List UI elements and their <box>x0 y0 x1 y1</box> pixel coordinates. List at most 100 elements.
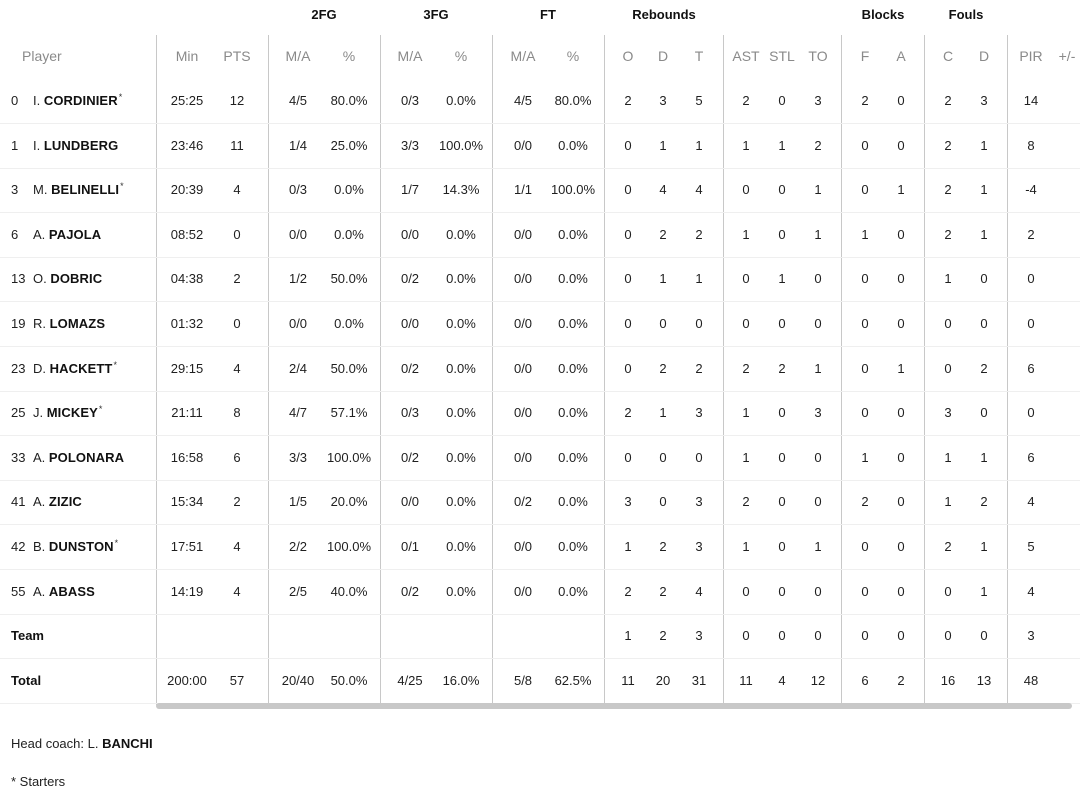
stat-pir: 4 <box>1027 494 1035 509</box>
stat-stl: 1 <box>778 138 786 153</box>
stat-fg3-pct: 0.0% <box>446 93 476 108</box>
stat-foul-d: 1 <box>980 227 988 242</box>
stat-ast: 1 <box>742 405 750 420</box>
stat-blk-f: 1 <box>861 450 869 465</box>
column-header-fg2-pct: % <box>342 48 356 64</box>
stat-ast: 2 <box>742 93 750 108</box>
stat-ast: 0 <box>742 182 750 197</box>
column-header-blk-f: F <box>860 48 870 64</box>
player-name[interactable]: I. CORDINIER* <box>33 92 122 109</box>
stat-pts: 0 <box>233 227 241 242</box>
stat-foul-d: 2 <box>980 494 988 509</box>
row-divider <box>0 301 1080 302</box>
player-initial: A. <box>33 494 49 509</box>
stat-ft-pct: 0.0% <box>558 316 588 331</box>
total-stat-pts: 57 <box>229 673 245 688</box>
player-name[interactable]: A. PAJOLA <box>33 227 101 243</box>
stat-reb-d: 2 <box>659 539 667 554</box>
stat-fg3-ma: 0/0 <box>400 494 420 509</box>
horizontal-scrollbar[interactable] <box>156 703 1072 709</box>
stat-fg3-ma: 0/2 <box>400 584 420 599</box>
stat-reb-t: 1 <box>695 271 703 286</box>
column-divider <box>604 35 605 705</box>
stat-foul-c: 2 <box>944 227 952 242</box>
stat-blk-a: 0 <box>897 494 905 509</box>
row-divider <box>0 168 1080 169</box>
total-stat-fg3-ma: 4/25 <box>397 673 423 688</box>
stat-ft-pct: 0.0% <box>558 539 588 554</box>
stat-reb-o: 0 <box>624 450 632 465</box>
stat-foul-d: 0 <box>980 405 988 420</box>
column-header-reb-t: T <box>694 48 704 64</box>
stat-fg3-ma: 3/3 <box>400 138 420 153</box>
team-stat-reb-d: 2 <box>659 628 667 643</box>
total-stat-stl: 4 <box>778 673 786 688</box>
stat-pir: 2 <box>1027 227 1035 242</box>
row-divider <box>0 346 1080 347</box>
player-surname: LOMAZS <box>49 316 106 331</box>
stat-ft-ma: 4/5 <box>513 93 533 108</box>
stat-reb-o: 0 <box>624 227 632 242</box>
player-name[interactable]: A. ZIZIC <box>33 494 82 510</box>
total-stat-fg2-pct: 50.0% <box>330 673 368 688</box>
stat-foul-c: 0 <box>944 361 952 376</box>
stat-reb-t: 3 <box>695 494 703 509</box>
stat-ft-pct: 0.0% <box>558 138 588 153</box>
total-stat-foul-c: 16 <box>940 673 956 688</box>
player-surname: CORDINIER <box>43 93 118 108</box>
team-stat-reb-o: 1 <box>624 628 632 643</box>
stat-fg2-pct: 80.0% <box>330 93 368 108</box>
total-stat-reb-d: 20 <box>655 673 671 688</box>
stat-reb-o: 2 <box>624 584 632 599</box>
player-surname: DUNSTON <box>48 539 114 554</box>
starter-mark: * <box>98 403 103 414</box>
stat-foul-c: 1 <box>944 271 952 286</box>
stat-stl: 0 <box>778 93 786 108</box>
stat-reb-o: 2 <box>624 405 632 420</box>
team-stat-to: 0 <box>814 628 822 643</box>
player-initial: A. <box>33 450 49 465</box>
player-name[interactable]: A. ABASS <box>33 584 95 600</box>
stat-pts: 0 <box>233 316 241 331</box>
player-number: 41 <box>11 494 26 509</box>
stat-reb-o: 3 <box>624 494 632 509</box>
player-name[interactable]: J. MICKEY* <box>33 403 103 421</box>
stat-reb-t: 2 <box>695 227 703 242</box>
group-header-blocks: Blocks <box>861 7 905 22</box>
stat-to: 0 <box>814 271 822 286</box>
column-divider <box>841 35 842 705</box>
player-initial: A. <box>33 227 49 242</box>
total-row-label: Total <box>11 673 42 688</box>
player-name[interactable]: R. LOMAZS <box>33 316 105 332</box>
total-stat-ft-ma: 5/8 <box>513 673 533 688</box>
stat-min: 04:38 <box>170 271 204 286</box>
player-name[interactable]: O. DOBRIC <box>33 271 102 287</box>
player-surname: PAJOLA <box>48 227 102 242</box>
team-stat-ast: 0 <box>742 628 750 643</box>
player-name[interactable]: I. LUNDBERG <box>33 138 118 154</box>
stat-foul-d: 1 <box>980 138 988 153</box>
player-name[interactable]: M. BELINELLI* <box>33 181 124 198</box>
stat-pts: 6 <box>233 450 241 465</box>
player-initial: A. <box>33 584 49 599</box>
stat-fg2-pct: 50.0% <box>330 361 368 376</box>
total-stat-reb-t: 31 <box>691 673 707 688</box>
stat-blk-f: 2 <box>861 93 869 108</box>
column-divider <box>380 35 381 705</box>
stat-to: 0 <box>814 450 822 465</box>
stat-foul-c: 2 <box>944 93 952 108</box>
starters-note: * Starters <box>11 774 66 789</box>
column-header-to: TO <box>808 48 828 64</box>
stat-foul-c: 2 <box>944 138 952 153</box>
stat-reb-o: 0 <box>624 182 632 197</box>
player-name[interactable]: A. POLONARA <box>33 450 124 466</box>
column-header-ast: AST <box>732 48 760 64</box>
stat-fg2-ma: 4/7 <box>288 405 308 420</box>
stat-pir: -4 <box>1025 182 1037 197</box>
player-initial: R. <box>33 316 50 331</box>
player-name[interactable]: D. HACKETT* <box>33 360 117 377</box>
stat-stl: 0 <box>778 182 786 197</box>
stat-to: 0 <box>814 494 822 509</box>
player-name[interactable]: B. DUNSTON* <box>33 538 118 555</box>
player-initial: I. <box>33 93 44 108</box>
